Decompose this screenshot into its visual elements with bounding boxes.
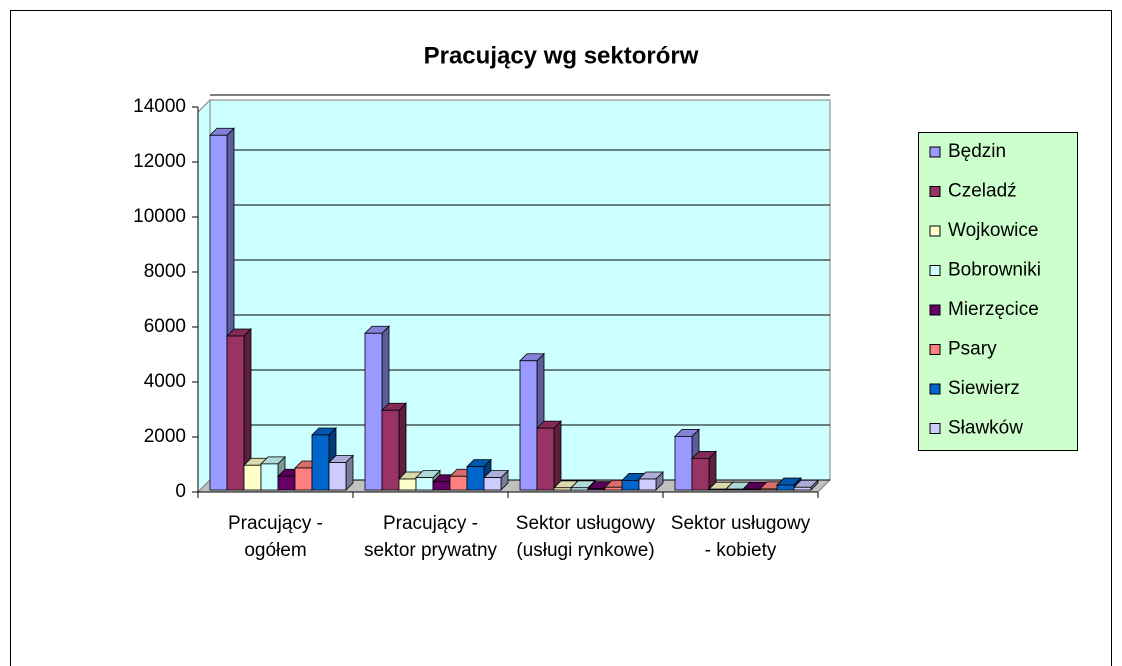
bar-front xyxy=(243,464,262,491)
bar-front xyxy=(691,457,710,491)
bar-front xyxy=(638,478,657,491)
y-tick-label: 0 xyxy=(175,481,186,502)
bar xyxy=(415,469,441,491)
legend-swatch xyxy=(929,265,941,276)
legend-label: Sławków xyxy=(948,418,1023,439)
bar xyxy=(483,469,509,491)
bar-front xyxy=(674,435,693,491)
bar-front xyxy=(226,335,245,491)
bar-front xyxy=(209,134,228,491)
x-tick-label: Sektor usługowy - kobiety xyxy=(670,513,811,561)
x-tick-label: Pracujący - ogółem xyxy=(227,513,324,561)
chart-title: Pracujący wg sektorórw xyxy=(424,42,699,69)
bar xyxy=(638,471,664,491)
bar xyxy=(536,420,562,491)
legend-swatch xyxy=(929,186,941,197)
bar xyxy=(226,328,252,491)
bar-front xyxy=(364,332,383,491)
bar-front xyxy=(415,477,434,491)
bar-front xyxy=(776,484,795,491)
bar xyxy=(691,450,717,491)
bar-front xyxy=(449,475,468,491)
x-tick-label: Sektor usługowy (usługi rynkowe) xyxy=(515,513,656,561)
bar-front xyxy=(725,488,744,491)
legend-swatch xyxy=(929,146,941,158)
bar-front xyxy=(432,481,451,491)
legend-label: Bobrowniki xyxy=(948,260,1041,281)
legend xyxy=(918,132,1078,451)
bar-front xyxy=(311,434,330,491)
y-tick-label: 12000 xyxy=(133,151,186,172)
bar-front xyxy=(759,488,778,491)
legend-label: Wojkowice xyxy=(948,220,1038,241)
x-tick-label: Pracujący - sektor prywatny xyxy=(363,513,498,561)
bar-front xyxy=(708,488,727,491)
y-tick-label: 14000 xyxy=(133,96,186,117)
legend-label: Siewierz xyxy=(948,378,1020,399)
bar-front xyxy=(553,487,572,491)
bar-side xyxy=(553,420,562,491)
bar-front xyxy=(466,466,485,491)
y-tick-label: 4000 xyxy=(144,371,186,392)
bar-front xyxy=(483,477,502,491)
bar-front xyxy=(536,427,555,491)
bar xyxy=(793,479,819,491)
bar-front xyxy=(277,475,296,491)
legend-label: Psary xyxy=(948,339,997,360)
legend-swatch xyxy=(929,383,941,395)
y-tick-label: 2000 xyxy=(144,426,186,447)
bar-front xyxy=(793,486,812,491)
bar xyxy=(328,454,354,491)
bar-front xyxy=(328,462,347,491)
side-wall xyxy=(197,98,211,494)
bar-front xyxy=(621,479,640,491)
bar-front xyxy=(294,467,313,491)
y-tick-label: 10000 xyxy=(133,206,186,227)
bar-front xyxy=(260,463,279,491)
bar xyxy=(381,402,407,491)
bar-front xyxy=(570,487,589,491)
y-tick-label: 6000 xyxy=(144,316,186,337)
bar-front xyxy=(381,409,400,491)
bar-front xyxy=(604,486,623,491)
legend-label: Mierzęcice xyxy=(948,299,1039,320)
legend-label: Czeladź xyxy=(948,181,1017,202)
legend-swatch xyxy=(929,344,941,355)
bar-front xyxy=(587,488,606,491)
legend-label: Będzin xyxy=(948,141,1006,162)
y-tick-label: 8000 xyxy=(144,261,186,282)
legend-swatch xyxy=(929,304,941,316)
legend-swatch xyxy=(929,423,941,434)
bar-front xyxy=(398,478,417,491)
bar-front xyxy=(742,488,761,491)
legend-swatch xyxy=(929,225,941,237)
bar-front xyxy=(519,360,538,491)
